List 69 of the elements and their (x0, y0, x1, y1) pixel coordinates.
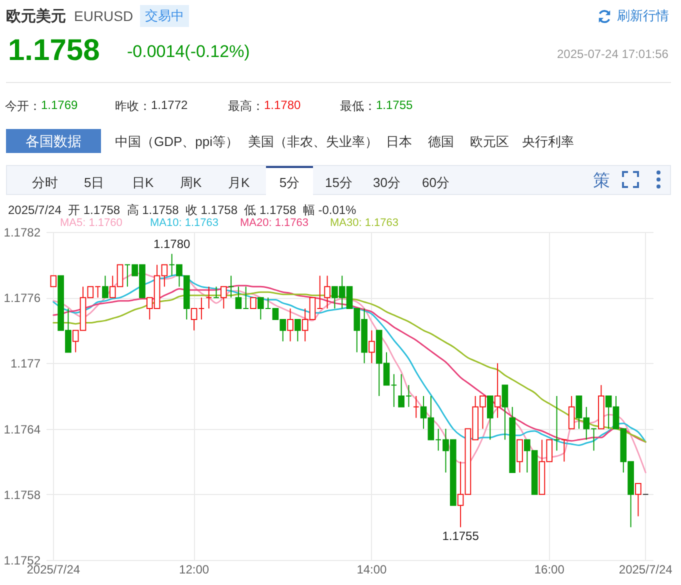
text: 5分 (266, 166, 313, 196)
text: 昨收： (115, 98, 151, 115)
text: 月K (228, 174, 250, 192)
text: 日K (132, 174, 154, 192)
candlestick (412, 396, 420, 418)
text: 今开： (5, 98, 41, 115)
text: MA30: 1.1763 (330, 217, 398, 229)
annotation: 1.1755 (442, 529, 480, 544)
text: 周K (180, 174, 202, 192)
text: 刷新行情 (617, 7, 669, 25)
y-tick-label: 1.177 (10, 356, 41, 371)
x-tick-label: 14:00 (356, 562, 388, 576)
text: 德国 (428, 133, 454, 151)
candlestick (324, 275, 330, 310)
text: MA20: 1.1763 (240, 217, 308, 229)
candlestick (502, 384, 508, 440)
candlestick (494, 362, 501, 418)
candlestick (561, 439, 568, 462)
text: 中国（GDP、ppi等） (115, 133, 239, 151)
text: 30分 (373, 174, 400, 192)
candlestick (368, 330, 375, 364)
candlestick (213, 286, 220, 298)
candlestick (190, 308, 198, 331)
candlestick (486, 396, 494, 440)
text: 各国数据 (6, 129, 101, 153)
candlestick (554, 396, 560, 452)
text: 1.1772 (151, 98, 188, 112)
text: 交易中 (140, 5, 189, 27)
candlestick (516, 439, 523, 474)
text: 美国（非农、失业率） (248, 133, 378, 151)
candlestick (635, 482, 642, 517)
chart-title: 欧元美元 (6, 7, 66, 26)
candlestick (568, 396, 575, 430)
y-tick-label: 1.1758 (4, 488, 41, 502)
candlestick (220, 286, 227, 310)
y-tick-label: 1.1764 (4, 422, 41, 436)
chart-subtitle: EURUSD (74, 8, 134, 24)
text: 60分 (422, 174, 450, 192)
y-tick-label: 1.1776 (4, 291, 41, 306)
text: 分时 (32, 174, 58, 192)
y-tick-label: 1.1782 (4, 226, 41, 240)
text: 策 (593, 170, 610, 192)
text: 1.1780 (264, 98, 301, 112)
text: 央行利率 (522, 133, 574, 151)
x-tick-label: 2025/7/24 (618, 562, 673, 576)
text: 2025/7/24 开 1.1758 高 1.1758 收 1.1758 低 1.1758 幅 -0.01% (8, 202, 356, 218)
text: MA10: 1.1763 (150, 217, 218, 229)
text: 1.1769 (41, 98, 78, 112)
text: 日本 (386, 133, 412, 151)
candlestick (250, 297, 256, 310)
text: 欧元区 (470, 133, 509, 151)
text: 5日 (84, 174, 104, 192)
candlestick (294, 318, 301, 342)
text: 1.1755 (376, 98, 413, 112)
text: 2025-07-24 17:01:56 (557, 47, 668, 61)
x-tick-label: 16:00 (534, 562, 565, 576)
annotation: 1.1780 (153, 236, 191, 251)
candlestick (228, 275, 234, 298)
candlestick (206, 286, 212, 310)
candlestick (102, 275, 108, 298)
candlestick (198, 297, 205, 320)
text: -0.0014(-0.12%) (127, 42, 250, 62)
text: 最低： (340, 98, 376, 115)
candlestick (50, 275, 57, 288)
text: 15分 (325, 174, 352, 192)
text: MA5: 1.1760 (60, 217, 122, 229)
candlestick (287, 308, 294, 342)
x-tick-label: 12:00 (179, 562, 210, 576)
text: 最高： (228, 98, 264, 115)
